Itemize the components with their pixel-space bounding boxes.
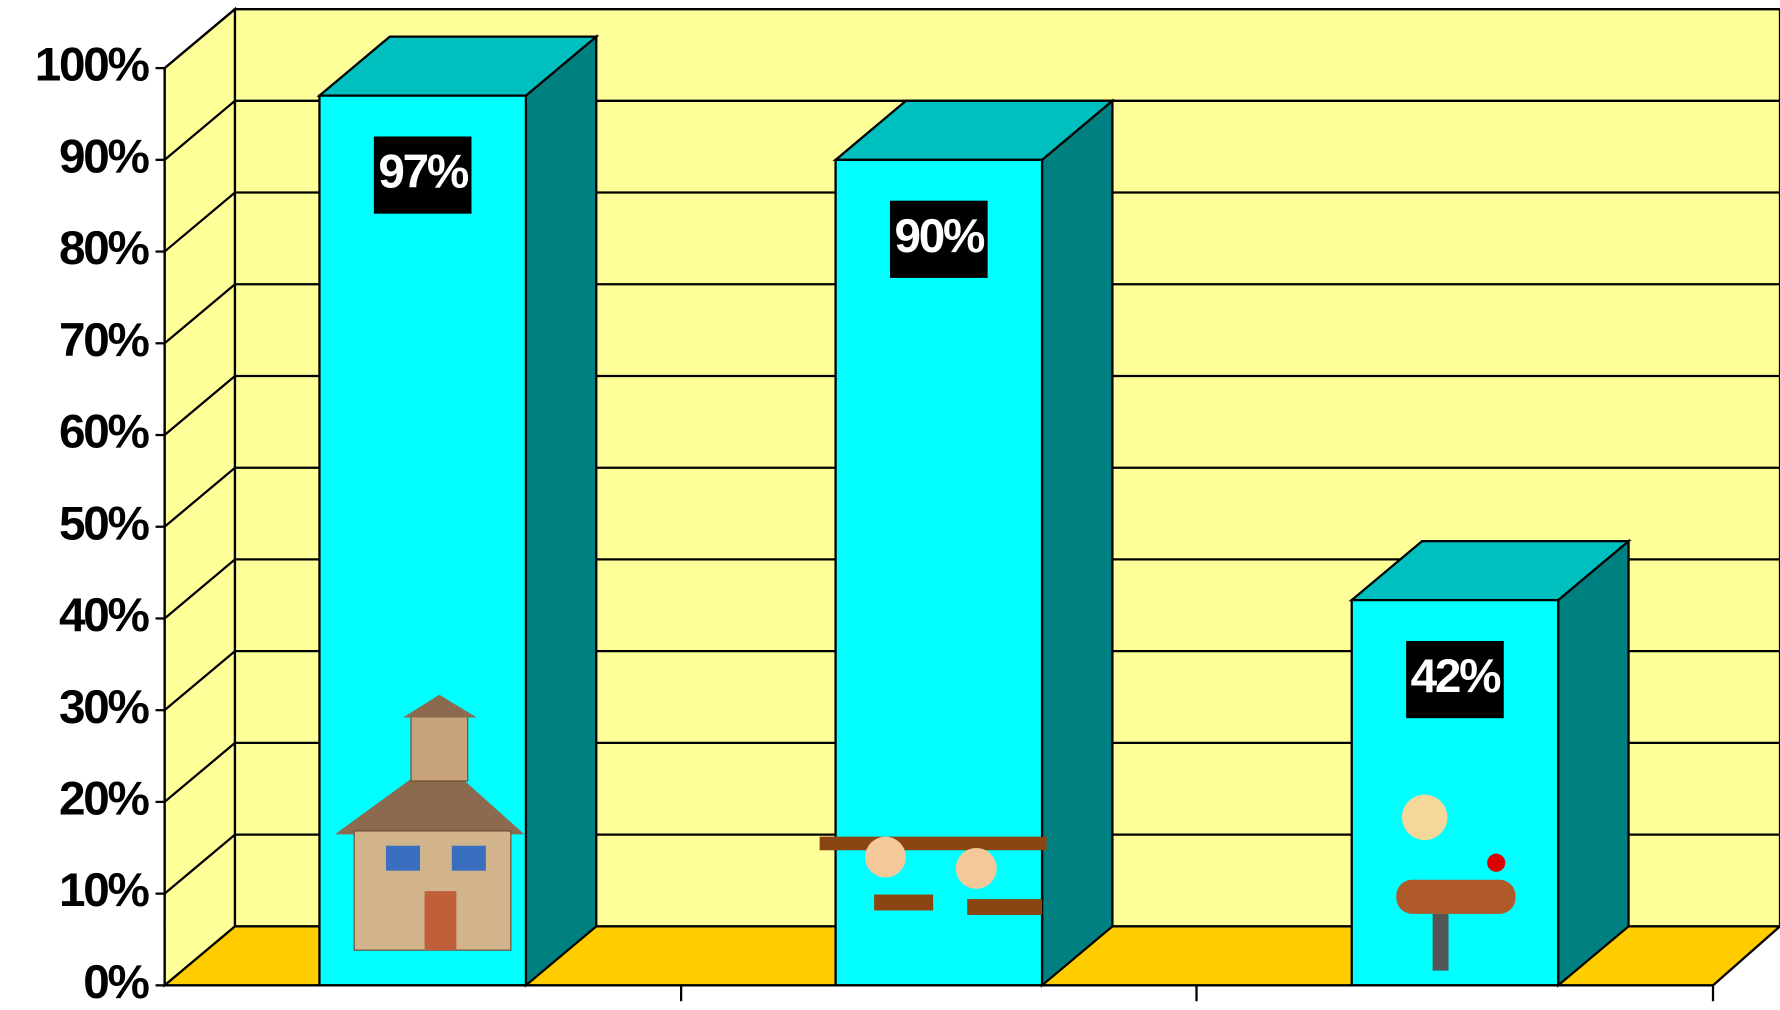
grid-line [163, 558, 1780, 620]
grid-line [163, 741, 1780, 803]
y-tick-label: 60% [59, 406, 149, 459]
y-tick-label: 90% [59, 130, 149, 183]
bar-side [1557, 538, 1630, 988]
data-label: 90% [895, 210, 985, 263]
grid-line [163, 283, 1780, 345]
y-tick-label: 80% [59, 222, 149, 275]
student-icon [1396, 794, 1516, 971]
grid-line [163, 466, 1780, 528]
grid [163, 7, 1780, 895]
grid-line [163, 650, 1780, 712]
data-label-box [373, 136, 472, 214]
y-tick-labels: 0% 10% 20% 30% 40% 50% 60% 70% 80% 90% 100% [35, 39, 165, 1009]
y-tick-label: 10% [59, 864, 149, 917]
grid-line [163, 833, 1780, 895]
data-label-box [1406, 640, 1504, 719]
y-tick-label: 40% [59, 589, 149, 642]
y-tick-label: 0% [83, 956, 149, 1009]
data-label: 42% [1411, 650, 1501, 703]
plot: 97%90%42% 0%10%20%30%40%50%60 [35, 6, 1780, 1009]
students-icon [819, 836, 1047, 915]
grid-line [163, 7, 1780, 69]
bar-side [1040, 98, 1114, 988]
bar-side [524, 34, 598, 988]
y-tick-label: 50% [59, 497, 149, 550]
y-tick-label: 20% [59, 772, 149, 825]
data-label-box [889, 200, 988, 278]
schoolhouse-icon [334, 694, 525, 951]
y-tick-label: 100% [35, 39, 150, 92]
grid-line [163, 374, 1780, 436]
y-tick-label: 30% [59, 681, 149, 734]
grid-line [163, 191, 1780, 253]
bar-3d: 42% [1348, 538, 1632, 988]
y-tick-label: 70% [59, 314, 149, 367]
grid-line [163, 99, 1780, 161]
data-label: 97% [378, 146, 468, 199]
